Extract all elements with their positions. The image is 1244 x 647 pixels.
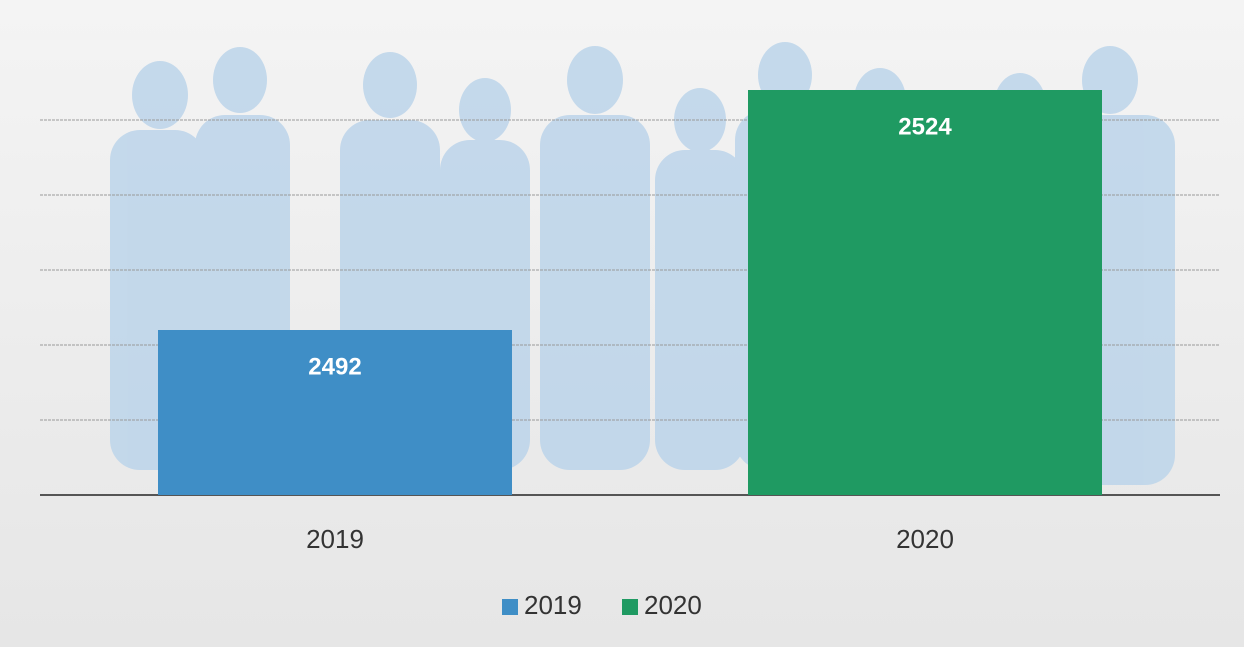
x-tick-label: 2019 — [306, 524, 364, 554]
bar — [158, 330, 512, 495]
legend-label: 2020 — [644, 590, 702, 620]
legend-swatch — [622, 599, 638, 615]
data-label: 2524 — [898, 113, 952, 140]
legend-label: 2019 — [524, 590, 582, 620]
x-tick-label: 2020 — [896, 524, 954, 554]
data-label: 2492 — [308, 353, 361, 380]
legend-swatch — [502, 599, 518, 615]
bar — [748, 90, 1102, 495]
